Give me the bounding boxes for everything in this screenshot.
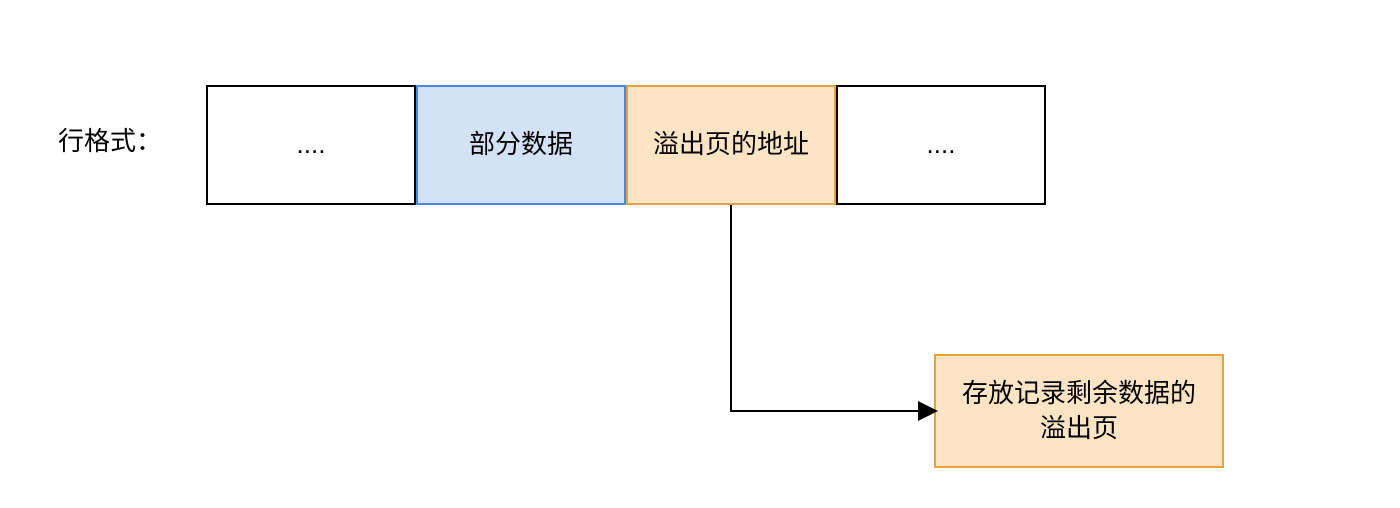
row-cell-overflow-address: 溢出页的地址 — [626, 85, 836, 205]
row-format-label: 行格式： — [58, 121, 162, 158]
diagram-canvas: 行格式： .... 部分数据 溢出页的地址 .... 存放记录剩余数据的溢出页 — [0, 0, 1400, 508]
row-cell-ellipsis-left: .... — [206, 85, 416, 205]
cell-text: .... — [927, 127, 956, 162]
cell-text: 溢出页的地址 — [653, 127, 809, 162]
cell-text: 部分数据 — [469, 127, 573, 162]
overflow-page-text: 存放记录剩余数据的溢出页 — [962, 376, 1196, 446]
row-cell-ellipsis-right: .... — [836, 85, 1046, 205]
row-cell-partial-data: 部分数据 — [416, 85, 626, 205]
overflow-page-node: 存放记录剩余数据的溢出页 — [934, 354, 1224, 468]
cell-text: .... — [297, 127, 326, 162]
